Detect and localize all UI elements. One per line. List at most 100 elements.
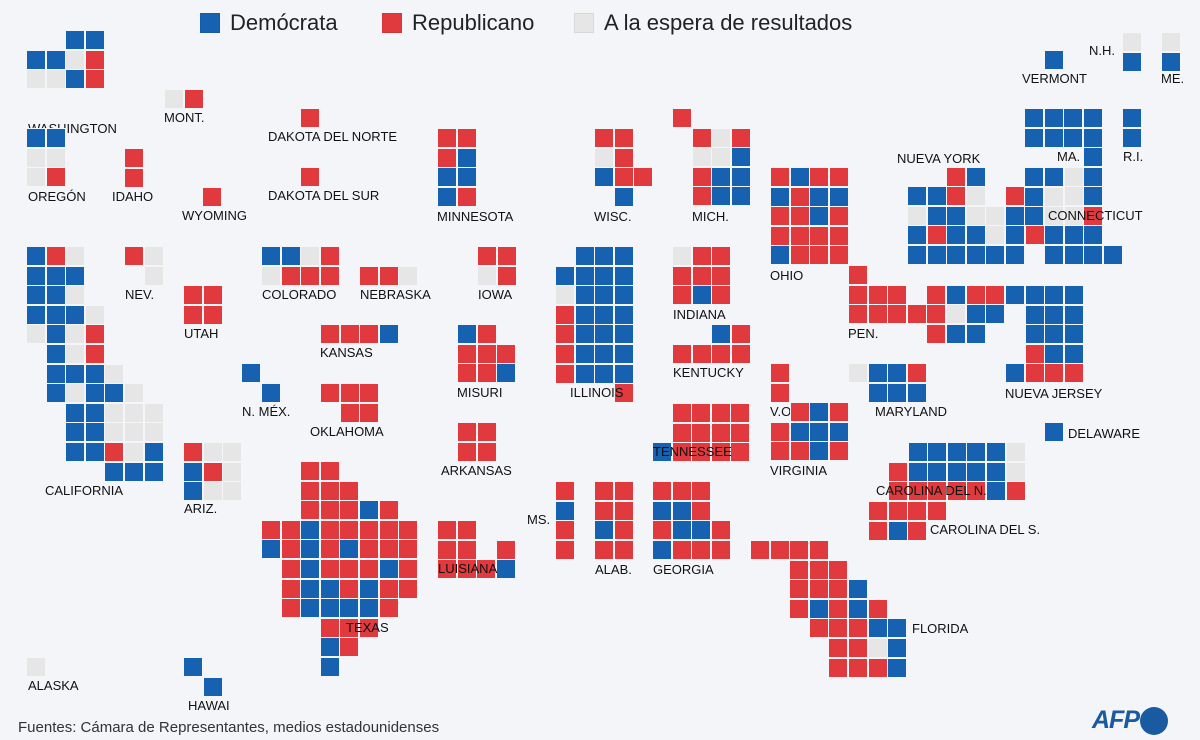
seat-republican <box>124 168 144 188</box>
seat-republican <box>379 579 399 599</box>
seat-democrat <box>300 559 320 579</box>
seat-republican <box>85 324 105 344</box>
seat-democrat <box>575 364 595 384</box>
seat-democrat <box>575 344 595 364</box>
seat-pending <box>966 186 986 206</box>
seat-republican <box>555 364 575 384</box>
seat-republican <box>477 246 497 266</box>
state-label-mn: MINNESOTA <box>437 209 514 224</box>
legend-pending: A la espera de resultados <box>574 10 852 36</box>
seat-democrat <box>809 402 829 422</box>
seat-pending <box>65 50 85 70</box>
seat-democrat <box>46 285 66 305</box>
seat-pending <box>65 285 85 305</box>
seat-republican <box>124 148 144 168</box>
seat-democrat <box>614 187 634 207</box>
seat-republican <box>672 285 692 305</box>
seat-republican <box>848 265 868 285</box>
seat-democrat <box>320 598 340 618</box>
seat-democrat <box>829 422 849 442</box>
seat-republican <box>809 540 829 560</box>
seat-pending <box>222 442 242 462</box>
seat-republican <box>437 559 457 579</box>
seat-republican <box>789 579 809 599</box>
seat-republican <box>829 206 849 226</box>
seat-democrat <box>731 167 751 187</box>
seat-republican <box>320 520 340 540</box>
seat-republican <box>672 540 692 560</box>
state-label-or: OREGÓN <box>28 189 86 204</box>
state-label-wv: V.O. <box>770 404 795 419</box>
seat-democrat <box>261 383 281 403</box>
state-label-ia: IOWA <box>478 287 513 302</box>
seat-democrat <box>241 363 261 383</box>
seat-republican <box>692 186 712 206</box>
seat-republican <box>770 206 790 226</box>
seat-democrat <box>614 364 634 384</box>
seat-democrat <box>1005 225 1025 245</box>
seat-republican <box>868 599 888 619</box>
seat-pending <box>594 148 614 168</box>
seat-pending <box>1064 186 1084 206</box>
seat-republican <box>379 500 399 520</box>
seat-pending <box>26 69 46 89</box>
seat-democrat <box>1064 225 1084 245</box>
seat-democrat <box>1063 128 1083 148</box>
seat-republican <box>614 383 634 403</box>
seat-republican <box>398 579 418 599</box>
seat-republican <box>770 167 790 187</box>
seat-democrat <box>1103 245 1123 265</box>
seat-democrat <box>457 148 477 168</box>
seat-democrat <box>1044 167 1064 187</box>
seat-republican <box>691 403 711 423</box>
seat-democrat <box>691 520 711 540</box>
seat-republican <box>692 167 712 187</box>
seat-republican <box>320 246 340 266</box>
seat-democrat <box>652 442 672 462</box>
seat-democrat <box>907 186 927 206</box>
seat-republican <box>340 403 360 423</box>
seat-republican <box>203 305 223 325</box>
seat-democrat <box>46 50 66 70</box>
seat-republican <box>946 167 966 187</box>
seat-democrat <box>320 579 340 599</box>
afp-logo-text: AFP <box>1092 706 1140 734</box>
seat-republican <box>437 520 457 540</box>
seat-pending <box>65 344 85 364</box>
seat-democrat <box>1064 245 1084 265</box>
state-label-md: MARYLAND <box>875 404 948 419</box>
seat-democrat <box>1083 225 1103 245</box>
seat-republican <box>320 461 340 481</box>
seat-pending <box>144 403 164 423</box>
seat-pending <box>555 285 575 305</box>
seat-republican <box>281 579 301 599</box>
seat-pending <box>711 128 731 148</box>
seat-pending <box>26 324 46 344</box>
seat-democrat <box>1025 285 1045 305</box>
seat-democrat <box>614 285 634 305</box>
seat-democrat <box>809 599 829 619</box>
seat-republican <box>711 266 731 286</box>
seat-democrat <box>1064 324 1084 344</box>
seat-republican <box>183 305 203 325</box>
seat-republican <box>888 462 908 482</box>
seat-democrat <box>65 305 85 325</box>
seat-democrat <box>711 186 731 206</box>
seat-republican <box>555 324 575 344</box>
legend-democrat-label: Demócrata <box>230 10 338 35</box>
seat-pending <box>222 462 242 482</box>
seat-republican <box>789 560 809 580</box>
seat-democrat <box>457 324 477 344</box>
seat-republican <box>692 128 712 148</box>
seat-democrat <box>614 344 634 364</box>
seat-republican <box>477 442 497 462</box>
seat-democrat <box>594 167 614 187</box>
seat-republican <box>809 245 829 265</box>
seat-republican <box>848 638 868 658</box>
seat-republican <box>320 383 340 403</box>
seat-republican <box>926 285 946 305</box>
seat-republican <box>730 423 750 443</box>
seat-republican <box>379 520 399 540</box>
seat-republican <box>887 304 907 324</box>
